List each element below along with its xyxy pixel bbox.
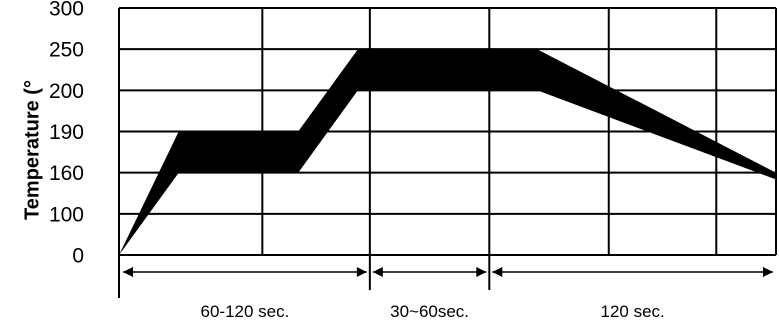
- arrowhead-right: [763, 267, 773, 277]
- y-tick-label: 160: [49, 162, 84, 185]
- y-tick-label: 100: [49, 203, 84, 226]
- temperature-band-series: [119, 49, 776, 256]
- arrowhead-left: [372, 267, 383, 277]
- y-tick-label: 250: [49, 39, 84, 62]
- y-tick-label: 190: [49, 121, 84, 144]
- y-tick-label: 300: [49, 0, 84, 21]
- segment-label: 30~60sec.: [390, 302, 469, 321]
- y-tick-label: 0: [72, 245, 84, 268]
- segment-label: 120 sec.: [601, 302, 665, 321]
- y-axis-label: Temperature (°: [21, 80, 43, 220]
- temperature-band: [119, 49, 776, 256]
- y-axis-ticks: 300 250 200 190 160 100 0: [49, 0, 84, 268]
- segment-label: 60-120 sec.: [201, 302, 290, 321]
- time-segments: 60-120 sec. 30~60sec. 120 sec.: [123, 255, 773, 321]
- arrowhead-right: [476, 267, 487, 277]
- arrowhead-left: [492, 267, 503, 277]
- arrowhead-right: [356, 267, 367, 277]
- y-tick-label: 200: [49, 80, 84, 103]
- chart-grid: [118, 7, 777, 298]
- arrowhead-left: [123, 267, 133, 277]
